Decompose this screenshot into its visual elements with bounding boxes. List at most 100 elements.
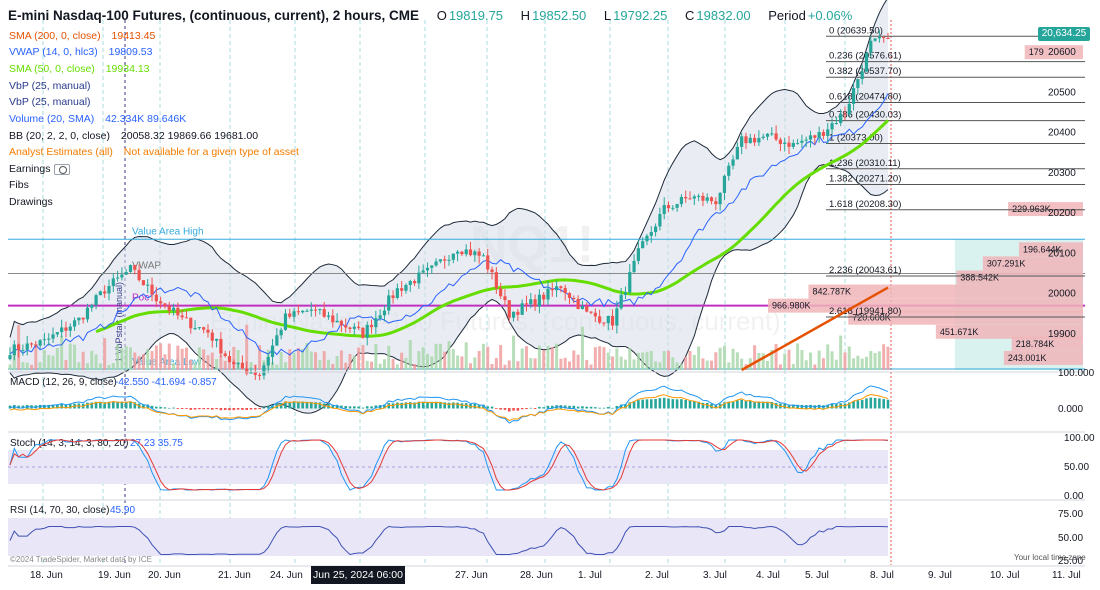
volume-bar — [60, 335, 64, 370]
candle-body — [765, 133, 770, 137]
macd-histogram-bar — [180, 408, 184, 409]
macd-histogram-bar — [490, 406, 494, 409]
legend-item[interactable]: SMA (50, 0, close) 19934.13 — [9, 63, 150, 75]
volume-bar — [679, 363, 683, 370]
sma50-line — [95, 119, 890, 338]
candle-body — [249, 372, 253, 374]
fib-level-label: 0.618 (20474.80) — [829, 92, 901, 103]
macd-histogram-bar — [146, 404, 150, 409]
volume-bar — [800, 350, 804, 370]
macd-histogram-bar — [486, 406, 490, 409]
candle-body — [417, 272, 421, 284]
candle-body — [886, 38, 890, 40]
candle-body — [206, 329, 210, 333]
candle-body — [51, 334, 55, 339]
candle-body — [869, 40, 873, 53]
macd-histogram-bar — [387, 403, 391, 409]
legend-item[interactable]: Fibs — [9, 179, 29, 191]
time-axis-tick: 2. Jul — [645, 570, 669, 581]
candle-body — [537, 294, 541, 307]
candle-body — [709, 197, 714, 202]
macd-histogram-bar — [241, 408, 244, 410]
volume-bar — [21, 362, 25, 370]
macd-histogram-bar — [120, 401, 124, 409]
legend-item[interactable]: VbP (25, manual) — [9, 80, 91, 92]
low-value: 19792.25 — [613, 8, 668, 23]
candle-body — [318, 309, 322, 311]
time-axis-tick: 11. Jul — [1052, 570, 1081, 581]
rsi-axis-tick: 50.00 — [1058, 533, 1083, 544]
candle-body — [735, 146, 739, 160]
macd-histogram-bar — [99, 401, 102, 409]
volume-bar — [288, 349, 292, 370]
candle-body — [520, 303, 524, 315]
legend-item[interactable]: Analyst Estimates (all) Not available fo… — [9, 146, 299, 158]
candle-body — [499, 288, 503, 297]
volume-bar — [864, 356, 868, 370]
candle-body — [81, 317, 85, 320]
macd-histogram-bar — [236, 408, 240, 410]
volume-profile-label: 966.980K — [772, 301, 811, 311]
stoch-axis-tick: 100.00 — [1064, 433, 1095, 444]
time-axis-tick: 4. Jul — [756, 570, 780, 581]
volume-bar — [374, 344, 378, 370]
candle-body — [141, 280, 146, 286]
candle-body — [219, 338, 223, 354]
candle-body — [511, 311, 516, 318]
volume-bar — [555, 343, 559, 370]
legend-item[interactable]: VbP (25, manual) — [9, 96, 91, 108]
macd-histogram-bar — [219, 408, 223, 411]
macd-histogram-bar — [167, 407, 171, 409]
candle-body — [124, 271, 128, 275]
candle-body — [662, 205, 666, 215]
legend-item[interactable]: BB (20, 2, 2, 0, close) 20058.32 19869.6… — [9, 130, 258, 142]
fib-level-label: 0.382 (20537.70) — [829, 66, 901, 77]
candle-body — [163, 303, 167, 306]
candle-body — [202, 327, 206, 330]
candle-body — [42, 339, 47, 341]
candle-body — [752, 137, 757, 143]
time-axis-tick: 28. Jun — [520, 570, 553, 581]
crosshair-date-badge: Jun 25, 2024 06:00 — [311, 566, 405, 584]
volume-bar — [641, 352, 645, 370]
candle-body — [834, 123, 838, 125]
macd-histogram-bar — [374, 405, 378, 409]
volume-bar — [542, 350, 546, 370]
candle-body — [580, 306, 585, 309]
candle-body — [864, 52, 869, 72]
volume-bar — [361, 345, 365, 370]
macd-histogram-bar — [443, 402, 446, 409]
volume-bar — [456, 355, 460, 370]
candle-body — [757, 138, 761, 143]
macd-histogram-bar — [641, 399, 644, 409]
candle-body — [47, 338, 51, 340]
candle-body — [438, 259, 442, 262]
volume-bar — [12, 351, 16, 370]
legend-item[interactable]: Volume (20, SMA) 42.334K 89.646K — [9, 113, 186, 125]
candle-body — [542, 294, 546, 300]
volume-bar — [154, 345, 158, 370]
volume-bar — [662, 351, 666, 370]
macd-histogram-bar — [538, 406, 541, 409]
macd-histogram-bar — [331, 404, 335, 409]
eye-icon[interactable] — [54, 163, 71, 175]
volume-bar — [210, 352, 214, 370]
legend-item[interactable]: Drawings — [9, 196, 53, 208]
candle-body — [830, 123, 834, 130]
macd-histogram-bar — [602, 407, 606, 409]
macd-histogram-bar — [90, 402, 94, 409]
volume-bar — [137, 356, 141, 370]
legend-item[interactable]: VWAP (14, 0, hlc3) 19809.53 — [9, 46, 152, 58]
macd-histogram-bar — [361, 407, 365, 409]
macd-histogram-bar — [847, 402, 851, 409]
legend-item[interactable]: Earnings — [9, 163, 71, 175]
legend-item[interactable]: SMA (200, 0, close) 19413.45 — [9, 30, 155, 42]
macd-histogram-bar — [288, 401, 292, 409]
macd-histogram-bar — [344, 406, 348, 409]
volume-bar — [64, 359, 68, 370]
volume-bar — [787, 349, 791, 370]
volume-bar — [563, 357, 567, 370]
candle-body — [400, 288, 404, 291]
volume-bar — [391, 358, 395, 370]
